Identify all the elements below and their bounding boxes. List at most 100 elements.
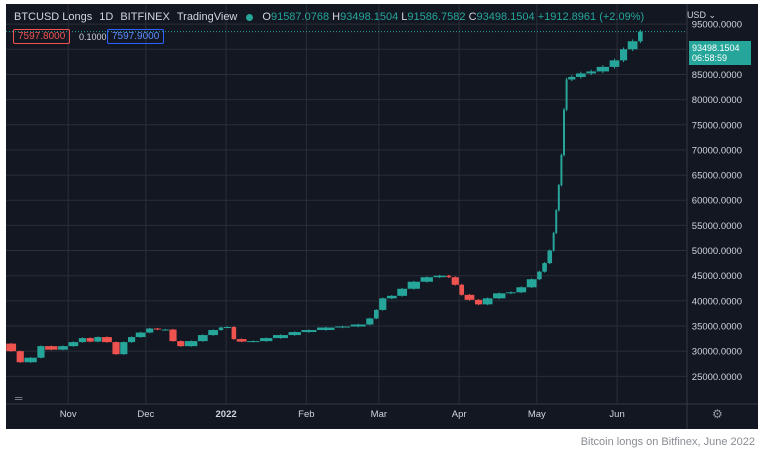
low-label: L xyxy=(401,11,408,23)
currency-dropdown[interactable]: USD ⌄ xyxy=(687,10,716,21)
y-tick-label: 50000.0000 xyxy=(692,246,742,257)
market-status-icon xyxy=(246,13,254,21)
candle-body xyxy=(575,73,586,77)
candle-body xyxy=(560,154,563,186)
candle-body xyxy=(335,326,351,328)
y-tick-label: 55000.0000 xyxy=(692,221,742,232)
candle-body xyxy=(236,339,247,342)
buy-price-button[interactable]: 7597.9000 xyxy=(107,29,165,44)
x-tick-label: 2022 xyxy=(216,409,237,420)
image-caption: Bitcoin longs on Bitfinex, June 2022 xyxy=(580,436,755,448)
chevron-down-icon: ⌄ xyxy=(705,10,716,20)
candle-body xyxy=(542,263,547,272)
candle-body xyxy=(218,327,224,331)
candle-body xyxy=(627,41,638,50)
candle-body xyxy=(86,338,94,342)
candle-body xyxy=(537,271,542,280)
candle-body xyxy=(260,338,273,342)
settings-gear-icon[interactable]: ⚙ xyxy=(712,407,723,421)
candle-body xyxy=(184,341,198,347)
candle-body xyxy=(464,294,475,300)
candle-body xyxy=(373,309,379,319)
candle-body xyxy=(197,335,208,342)
sell-price-button[interactable]: 7597.8000 xyxy=(13,29,71,44)
candle-body xyxy=(247,341,260,343)
candle-body xyxy=(586,71,597,74)
bar-countdown: 06:58:59 xyxy=(692,53,728,63)
y-tick-label: 80000.0000 xyxy=(692,95,742,106)
candle-body xyxy=(58,346,68,350)
last-price-label: 93498.1504 06:58:59 xyxy=(689,41,751,65)
y-tick-label: 70000.0000 xyxy=(692,145,742,156)
open-label: O xyxy=(262,11,271,23)
candle-body xyxy=(317,327,335,331)
candle-body xyxy=(24,357,37,363)
candle-body xyxy=(112,342,120,355)
ohlc-values: O91587.0768 H93498.1504 L91586.7582 C934… xyxy=(262,11,644,23)
candle-body xyxy=(563,109,566,155)
high-label: H xyxy=(332,11,341,23)
candle-body xyxy=(459,284,465,295)
candle-body xyxy=(146,328,154,333)
candle-body xyxy=(386,295,397,299)
candle-body xyxy=(223,327,231,329)
candle-body xyxy=(609,60,620,67)
x-tick-label: May xyxy=(528,409,546,420)
candle-body xyxy=(120,342,128,355)
open-value: 91587.0768 xyxy=(270,11,330,23)
candle-body xyxy=(451,277,459,285)
candle-body xyxy=(619,49,628,61)
candle-body xyxy=(493,293,506,299)
chart-panel: 95000.000090000.000085000.000080000.0000… xyxy=(6,4,758,429)
candle-body xyxy=(301,330,317,333)
candle-body xyxy=(506,292,516,294)
x-tick-label: Nov xyxy=(60,409,77,420)
change-value: +1912.8961 (+2.09%) xyxy=(537,11,645,23)
y-tick-label: 35000.0000 xyxy=(692,322,742,333)
symbol-legend: BTCUSD Longs 1D BITFINEX TradingView O91… xyxy=(14,11,644,23)
candle-body xyxy=(565,79,568,110)
candle-body xyxy=(68,342,79,347)
candle-body xyxy=(420,277,433,282)
y-tick-label: 25000.0000 xyxy=(692,372,742,383)
candle-body xyxy=(433,275,446,278)
y-tick-label: 60000.0000 xyxy=(692,196,742,207)
last-price-value: 93498.1504 xyxy=(692,43,740,53)
candle-body xyxy=(596,66,610,72)
candle-body xyxy=(446,275,452,278)
candle-body xyxy=(177,341,185,347)
high-value: 93498.1504 xyxy=(340,11,399,23)
candle-body xyxy=(161,329,169,331)
candle-body xyxy=(169,329,177,342)
candle-body xyxy=(482,298,493,305)
y-tick-label: 95000.0000 xyxy=(692,20,742,31)
y-tick-label: 65000.0000 xyxy=(692,171,742,182)
interval-label[interactable]: 1D xyxy=(99,11,114,23)
x-tick-label: Dec xyxy=(137,409,154,420)
candle-body xyxy=(78,338,86,343)
candle-body xyxy=(208,330,219,336)
candle-body xyxy=(288,332,301,336)
x-tick-label: Feb xyxy=(298,409,314,420)
y-tick-label: 40000.0000 xyxy=(692,296,742,307)
candle-body xyxy=(102,337,112,343)
x-tick-label: Mar xyxy=(371,409,387,420)
x-tick-label: Jun xyxy=(609,409,624,420)
candle-body xyxy=(127,337,136,343)
y-tick-label: 75000.0000 xyxy=(692,120,742,131)
candle-body xyxy=(397,288,408,296)
symbol-name[interactable]: BTCUSD Longs xyxy=(14,11,93,23)
y-tick-label: 85000.0000 xyxy=(692,70,742,81)
candle-body xyxy=(16,351,24,363)
candle-body xyxy=(516,287,527,293)
x-tick-label: Apr xyxy=(452,409,467,420)
spread-value: 0.1000 xyxy=(79,32,107,42)
chart-canvas[interactable]: 95000.000090000.000085000.000080000.0000… xyxy=(6,4,758,429)
candle-body xyxy=(273,335,288,339)
candle-body xyxy=(568,76,576,80)
close-value: 93498.1504 xyxy=(476,11,535,23)
candle-body xyxy=(547,250,553,264)
candle-body xyxy=(638,31,643,42)
candle-body xyxy=(474,299,483,305)
candle-body xyxy=(552,232,555,251)
